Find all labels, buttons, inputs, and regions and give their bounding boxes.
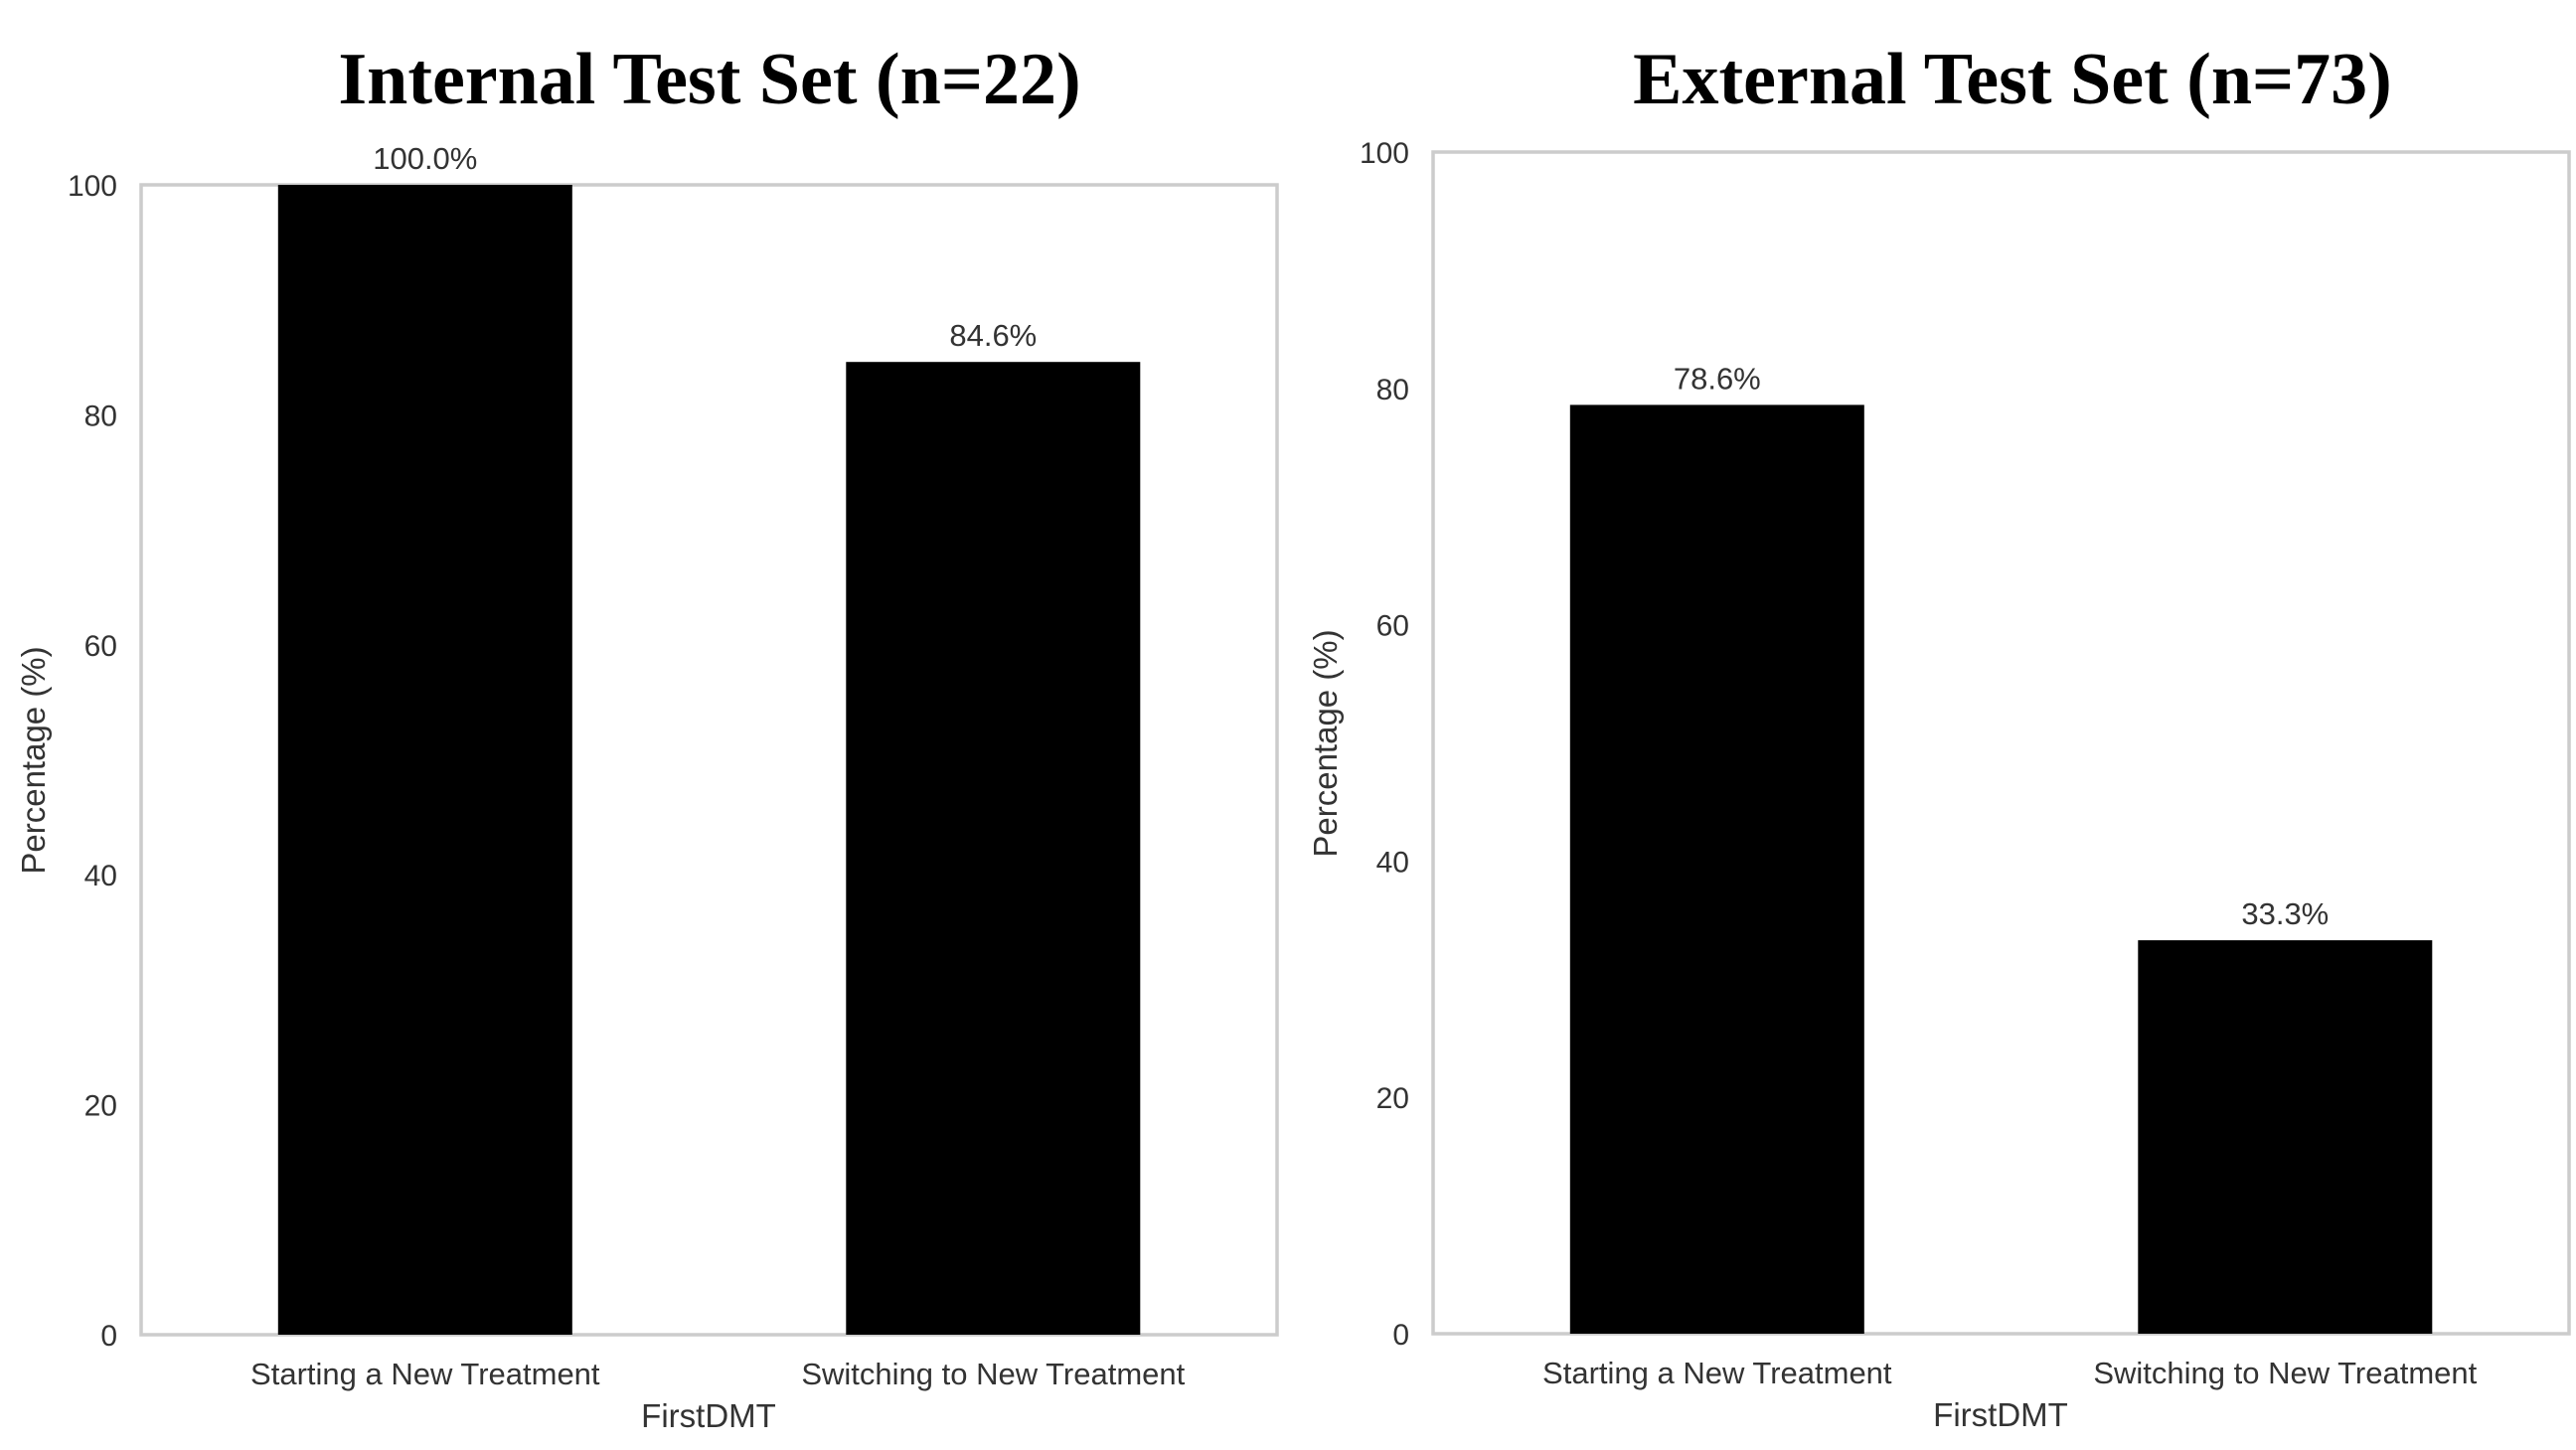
y-tick-label: 60 [1376,610,1409,643]
bar-marks: 100.0% 84.6% [277,141,1141,1335]
data-label: 100.0% [373,141,477,176]
bar [2138,940,2433,1334]
y-tick-label: 80 [1376,374,1409,406]
chart-title: Internal Test Set (n=22) [338,39,1080,120]
plot-frame [1431,150,2571,1336]
y-tick-label: 100 [68,170,117,203]
y-tick-label: 40 [84,860,117,892]
x-tick-label: Starting a New Treatment [250,1357,600,1391]
y-axis-label: Percentage (%) [15,646,52,874]
y-tick-label: 0 [1392,1319,1409,1352]
y-tick-labels: 0 20 40 60 80 100 [68,170,117,1353]
y-axis-label: Percentage (%) [1307,629,1344,857]
y-tick-label: 60 [84,630,117,663]
data-label: 84.6% [949,318,1037,353]
y-tick-label: 80 [84,400,117,432]
y-tick-label: 20 [1376,1082,1409,1115]
internal-test-set-chart: Internal Test Set (n=22) 100.0% 84.6% 0 20… [15,39,1279,1434]
x-axis-label: FirstDMT [641,1397,776,1434]
x-axis-label: FirstDMT [1933,1396,2068,1433]
y-tick-labels: 0 20 40 60 80 100 [1360,137,1409,1352]
bar-marks: 78.6% 33.3% [1569,361,2433,1334]
bar [846,362,1141,1335]
x-tick-label: Starting a New Treatment [1542,1356,1892,1390]
bar [277,185,572,1335]
y-tick-label: 100 [1360,137,1409,170]
x-tick-label: Switching to New Treatment [2093,1356,2477,1390]
y-tick-label: 0 [100,1320,117,1353]
x-tick-labels: Starting a New Treatment Switching to New… [1542,1356,2478,1390]
plot-frame [139,183,1279,1337]
y-tick-label: 40 [1376,846,1409,879]
x-tick-labels: Starting a New Treatment Switching to New… [250,1357,1186,1391]
y-tick-label: 20 [84,1090,117,1123]
x-tick-label: Switching to New Treatment [801,1357,1185,1391]
data-label: 33.3% [2241,896,2329,931]
data-label: 78.6% [1674,361,1761,396]
chart-title: External Test Set (n=73) [1633,39,2392,120]
bar [1569,404,1864,1334]
external-test-set-chart: External Test Set (n=73) 78.6% 33.3% 0 20 4… [1307,39,2571,1433]
